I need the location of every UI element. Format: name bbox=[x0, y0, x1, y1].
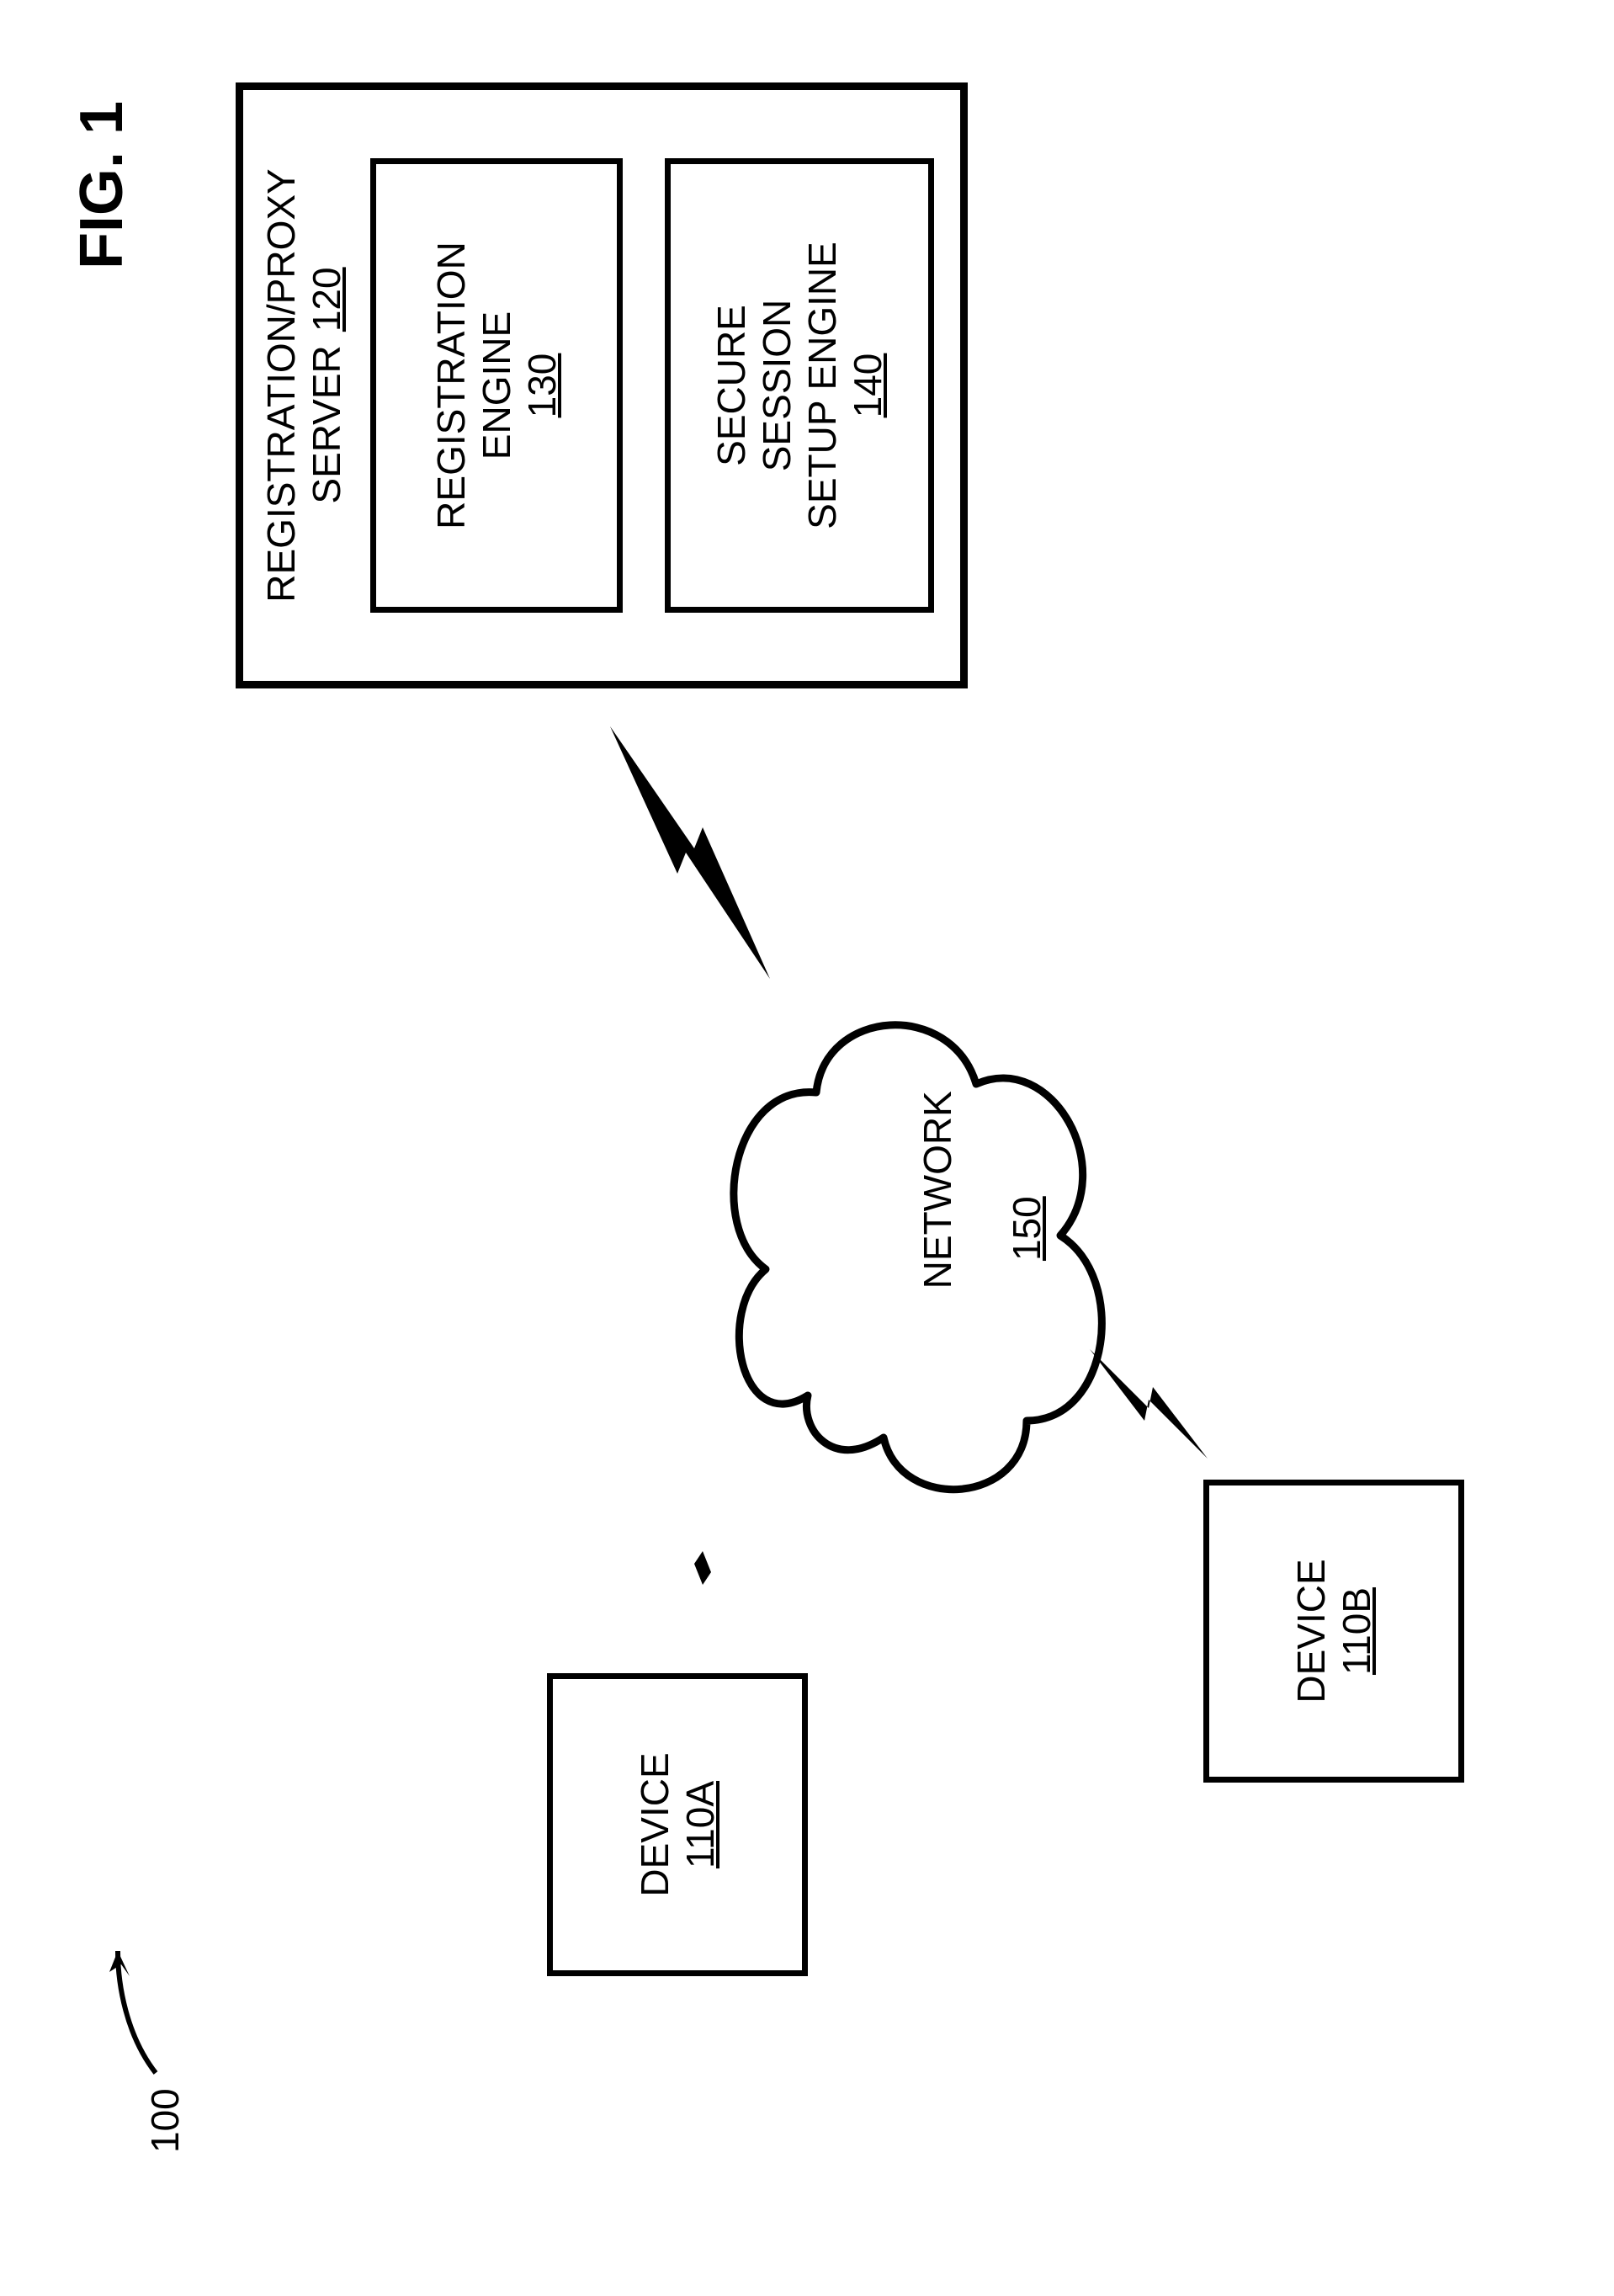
secure-session-ref: 140 bbox=[845, 353, 890, 418]
device-a-label: DEVICE bbox=[632, 1752, 677, 1896]
device-b-box: DEVICE 110B bbox=[1203, 1480, 1464, 1783]
server-ref: 120 bbox=[304, 267, 349, 332]
wireless-link-server bbox=[606, 722, 774, 983]
secure-session-line1: SECURE bbox=[709, 305, 754, 466]
figure-stage: FIG. 1 100 DEVICE 110A DEVICE 110B NETWO… bbox=[0, 0, 1614, 2296]
registration-engine-line1: REGISTRATION bbox=[428, 242, 474, 529]
network-label: NETWORK 150 bbox=[871, 1168, 1093, 1353]
figure-title: FIG. 1 bbox=[67, 101, 137, 269]
secure-session-line3: SETUP ENGINE bbox=[799, 242, 845, 529]
figure-ref-arrow bbox=[109, 1934, 168, 2077]
wireless-link-b bbox=[1086, 1345, 1212, 1463]
device-b-label: DEVICE bbox=[1288, 1559, 1334, 1703]
secure-session-engine-box: SECURE SESSION SETUP ENGINE 140 bbox=[665, 158, 934, 613]
registration-engine-ref: 130 bbox=[519, 353, 565, 418]
server-label-line2: SERVER bbox=[304, 345, 349, 503]
device-a-box: DEVICE 110A bbox=[547, 1673, 808, 1976]
figure-ref-100: 100 bbox=[143, 2088, 188, 2153]
server-label-line1: REGISTRATION/PROXY bbox=[258, 168, 304, 602]
secure-session-line2: SESSION bbox=[754, 300, 799, 472]
device-b-ref: 110B bbox=[1334, 1587, 1379, 1675]
device-a-ref: 110A bbox=[677, 1781, 723, 1868]
registration-engine-line2: ENGINE bbox=[474, 311, 519, 460]
network-ref: 150 bbox=[1005, 1196, 1049, 1261]
registration-engine-box: REGISTRATION ENGINE 130 bbox=[370, 158, 623, 613]
wireless-link-a bbox=[648, 1505, 757, 1631]
